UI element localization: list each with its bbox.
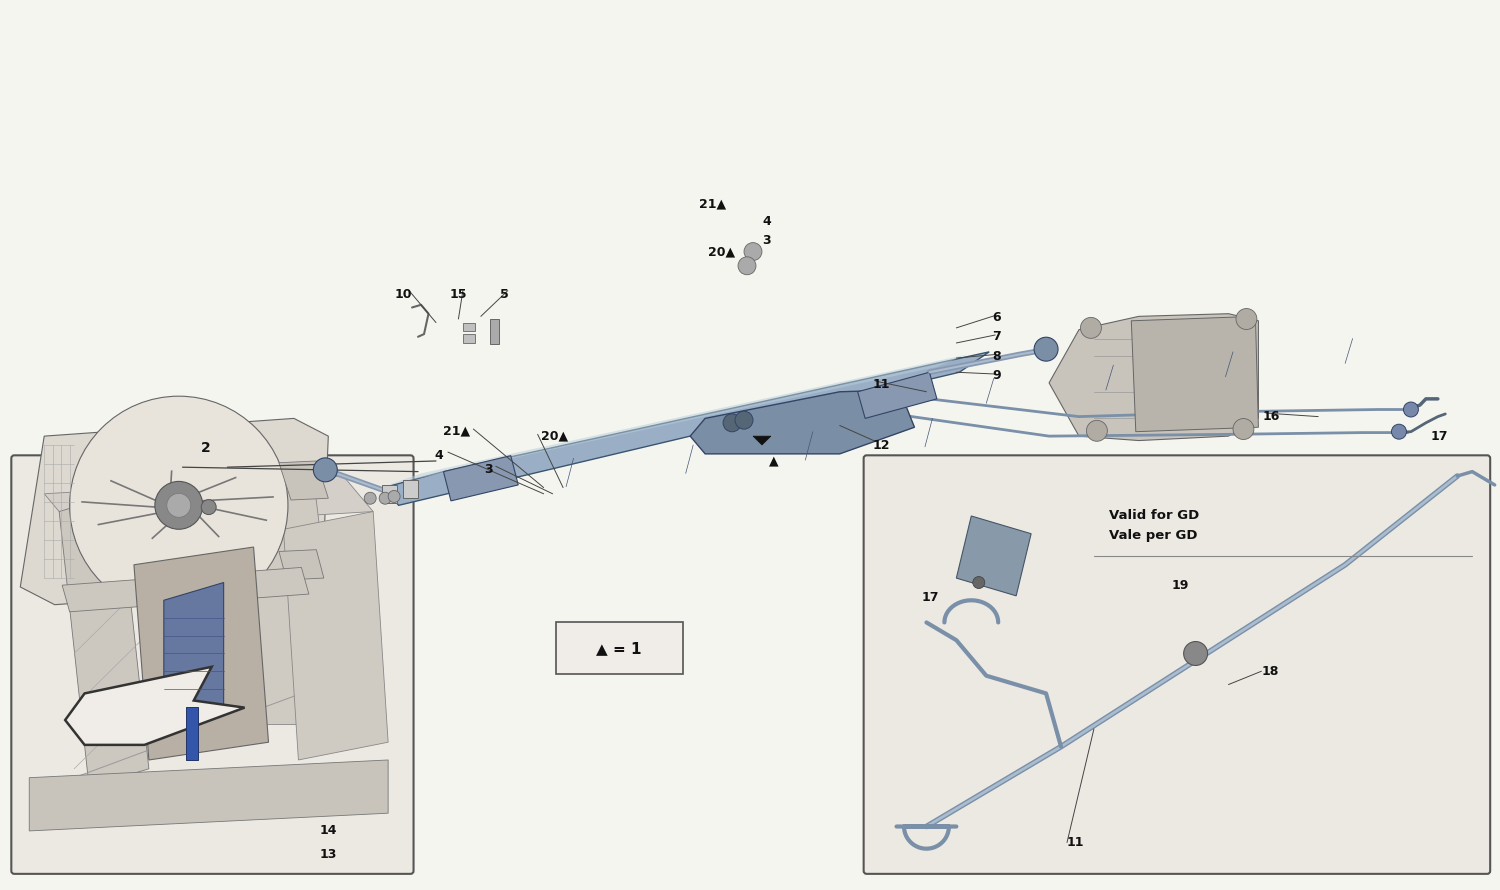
Bar [186,707,198,760]
Polygon shape [64,667,244,745]
Polygon shape [58,494,148,787]
Text: 20▲: 20▲ [540,430,568,442]
Circle shape [380,492,392,505]
Polygon shape [30,760,388,831]
Text: 21▲: 21▲ [699,198,726,210]
Text: 4: 4 [435,449,444,462]
Bar [404,481,418,498]
Circle shape [69,396,288,614]
Text: 18: 18 [1262,665,1280,678]
Polygon shape [279,550,324,580]
Polygon shape [21,418,328,604]
FancyBboxPatch shape [864,456,1490,874]
Circle shape [1086,420,1107,441]
Polygon shape [858,372,938,418]
Polygon shape [279,461,328,500]
Text: 8: 8 [992,350,1000,363]
Text: 19: 19 [1172,578,1190,592]
Circle shape [154,481,203,530]
Bar [555,622,682,674]
Polygon shape [444,456,518,501]
Polygon shape [44,476,374,530]
Text: 16: 16 [1263,410,1281,423]
Circle shape [1404,402,1419,417]
Polygon shape [753,436,771,445]
Circle shape [1236,309,1257,329]
Circle shape [201,499,216,514]
Text: 21▲: 21▲ [444,425,471,437]
Text: 12: 12 [873,439,889,451]
Circle shape [166,493,190,517]
Text: 3: 3 [484,464,494,476]
Text: 7: 7 [992,330,1000,344]
Polygon shape [1131,316,1258,432]
Circle shape [735,411,753,429]
Circle shape [171,499,186,514]
Circle shape [738,257,756,275]
Polygon shape [284,512,388,760]
Text: Valid for GD: Valid for GD [1108,509,1198,522]
Polygon shape [957,516,1030,595]
Text: 3: 3 [762,234,771,247]
Circle shape [388,490,400,503]
Circle shape [744,243,762,261]
Bar [490,319,500,344]
Circle shape [364,492,376,505]
Circle shape [1184,642,1208,666]
Polygon shape [164,583,224,724]
Circle shape [1233,418,1254,440]
Text: Vale per GD: Vale per GD [1108,529,1197,542]
Circle shape [1034,337,1058,361]
Text: 11: 11 [1066,836,1084,849]
Bar [464,334,476,343]
Circle shape [974,577,986,588]
Circle shape [314,457,338,481]
Text: ▲: ▲ [770,455,778,467]
Circle shape [1080,318,1101,338]
Text: 6: 6 [992,311,1000,324]
Text: 17: 17 [922,591,939,604]
Circle shape [723,414,741,432]
Polygon shape [690,390,915,454]
Text: 5: 5 [501,287,509,301]
Text: 17: 17 [1431,430,1448,442]
Text: 20▲: 20▲ [708,245,735,258]
Bar [464,322,476,331]
Text: 13: 13 [320,848,338,862]
Bar [382,485,398,503]
Polygon shape [134,547,268,760]
Polygon shape [384,352,990,506]
Text: 11: 11 [873,378,889,392]
Polygon shape [388,354,968,485]
Text: 14: 14 [320,824,338,837]
Text: 9: 9 [992,369,1000,383]
Circle shape [1392,425,1407,439]
Polygon shape [194,476,344,724]
Text: 15: 15 [450,287,466,301]
Text: 4: 4 [762,214,771,228]
Text: 2: 2 [201,441,210,455]
Text: 10: 10 [394,287,412,301]
Text: ▲ = 1: ▲ = 1 [597,641,642,656]
FancyBboxPatch shape [12,456,414,874]
Polygon shape [1048,313,1258,441]
Polygon shape [62,568,309,611]
